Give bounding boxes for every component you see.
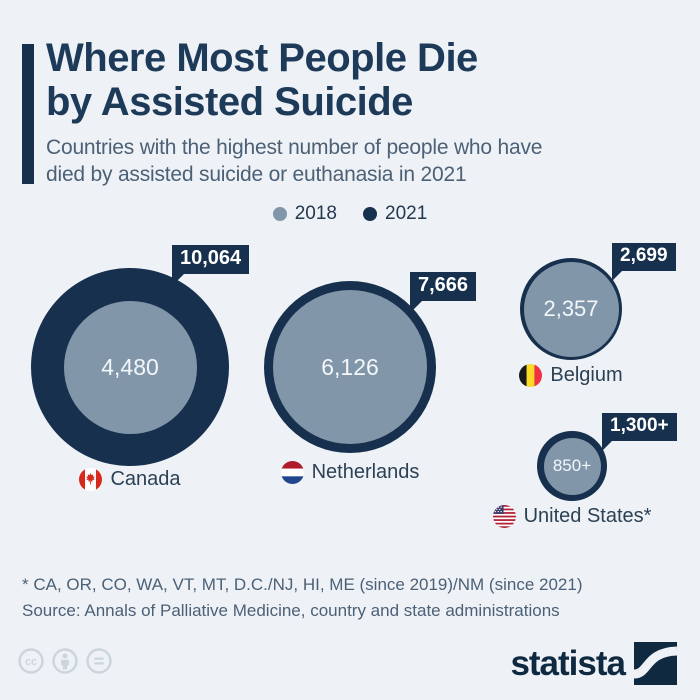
creative-commons-icons: cc	[17, 647, 113, 675]
legend-label-2021: 2021	[385, 203, 428, 224]
belgium-2021-callout: 2,699	[612, 243, 676, 281]
title-line-2: by Assisted Suicide	[46, 80, 413, 124]
bubble-belgium: 2,357 2,699 Belgium	[519, 243, 676, 387]
subtitle: Countries with the highest number of peo…	[46, 134, 542, 188]
legend-item-2018: 2018	[272, 203, 337, 225]
belgium-country-label: Belgium	[550, 364, 623, 386]
bubble-canada: 4,480 10,064 Canada	[31, 245, 250, 491]
bubble-canada-2018-circle: 4,480	[63, 300, 197, 434]
legend-dot-2018-icon	[272, 207, 287, 221]
us-country-label: United States*	[523, 505, 652, 527]
us-label-row: United States*	[492, 505, 651, 528]
no-derivatives-equals-icon	[86, 648, 112, 674]
us-2018-value: 850+	[552, 456, 592, 475]
netherlands-2018-value: 6,126	[321, 353, 379, 380]
us-2021-value: 1,300+	[610, 415, 669, 436]
legend-dot-2021-icon	[363, 207, 377, 221]
us-2021-callout: 1,300+	[602, 413, 677, 451]
attribution-person-icon	[52, 648, 78, 674]
svg-text:cc: cc	[25, 656, 37, 668]
subtitle-line-1: Countries with the highest number of peo…	[46, 136, 543, 159]
canada-flag-icon	[79, 468, 103, 491]
belgium-2018-value: 2,357	[543, 296, 599, 321]
bubble-us-2018-circle: 850+	[543, 437, 601, 495]
subtitle-line-2: died by assisted suicide or euthanasia i…	[46, 163, 467, 186]
bubble-belgium-2018-circle: 2,357	[523, 261, 619, 357]
legend-label-2018: 2018	[294, 203, 337, 224]
canada-2021-callout: 10,064	[172, 245, 250, 286]
footnote: * CA, OR, CO, WA, VT, MT, D.C./NJ, HI, M…	[22, 575, 583, 594]
us-flag-icon	[492, 505, 516, 528]
canada-2018-value: 4,480	[101, 353, 159, 380]
legend: 2018 2021	[0, 203, 700, 225]
canada-label-row: Canada	[0, 468, 328, 491]
bubble-united-states: 850+ 1,300+	[492, 413, 677, 528]
belgium-label-row: Belgium	[469, 364, 673, 387]
netherlands-country-label: Netherlands	[311, 461, 420, 483]
netherlands-2021-value: 7,666	[418, 274, 469, 296]
netherlands-2021-callout: 7,666	[410, 272, 477, 313]
page-title: Where Most People Die by Assisted Suicid…	[46, 36, 478, 124]
source-line: Source: Annals of Palliative Medicine, c…	[22, 601, 560, 620]
bubble-netherlands-2018-circle: 6,126	[273, 290, 427, 444]
netherlands-flag-icon	[280, 461, 304, 484]
title-accent-bar	[22, 44, 34, 184]
bubble-netherlands: 6,126 7,666 Netherlands	[264, 272, 477, 484]
title-line-1: Where Most People Die	[46, 36, 478, 80]
cc-license-icon: cc	[18, 648, 44, 674]
canada-country-label: Canada	[110, 468, 181, 490]
belgium-2021-value: 2,699	[620, 245, 668, 266]
statista-wordmark: statista	[510, 644, 626, 683]
legend-item-2021: 2021	[363, 203, 427, 225]
canada-2021-value: 10,064	[180, 247, 242, 269]
belgium-flag-icon	[519, 364, 543, 387]
statista-logo: statista	[510, 642, 677, 685]
netherlands-label-row: Netherlands	[178, 461, 522, 484]
statista-mark-icon	[634, 642, 677, 685]
